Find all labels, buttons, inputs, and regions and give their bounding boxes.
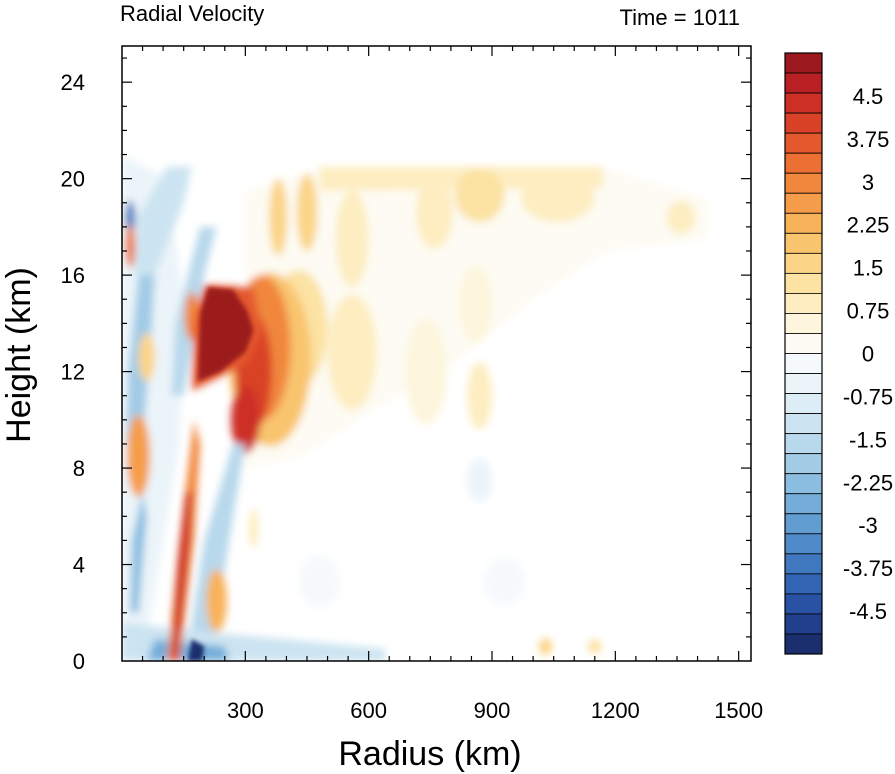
upper-outflow-streak-a (415, 176, 453, 249)
colorbar-labels: 4.5 3.75 3 2.25 1.5 0.75 0 -0.75 -1.5 -2.25 -3 -3.7… (843, 84, 893, 624)
mid-outflow-e (459, 265, 492, 343)
colorbar-box (784, 473, 823, 495)
colorbar-label: 0 (862, 342, 874, 367)
colorbar-box (784, 132, 823, 154)
x-tick-label: 1500 (714, 698, 763, 723)
weak-inflow-c (467, 458, 492, 502)
colorbar-box (784, 52, 823, 74)
colorbar-label: 3.75 (847, 127, 890, 152)
colorbar-box (784, 333, 823, 354)
colorbar-label: 0.75 (847, 299, 890, 324)
eyewall-inflow-tip (187, 639, 205, 661)
colorbar-box (784, 513, 823, 535)
mid-outflow-c (405, 318, 447, 425)
upper-outflow-streak-g (269, 178, 288, 256)
colorbar-label: 1.5 (853, 256, 884, 281)
colorbar-box (784, 573, 823, 595)
axis-ticks (122, 46, 751, 661)
colorbar-label: -1.5 (849, 427, 887, 452)
colorbar-box (784, 413, 823, 435)
colorbar-box (784, 72, 823, 94)
colorbar-box (784, 593, 823, 615)
upper-outflow-streak-b (455, 169, 505, 223)
colorbar-box (784, 212, 823, 234)
inner-inflow-streak-a (187, 443, 246, 649)
low-outflow-g (538, 638, 553, 655)
low-outflow-e (248, 509, 259, 548)
upper-outflow-streak-c (520, 173, 595, 223)
y-tick-labels: 0 4 8 12 16 20 24 (61, 70, 85, 674)
colorbar-box (784, 633, 823, 655)
colorbar-label: 3 (862, 170, 874, 195)
strong-outflow-core (198, 287, 254, 382)
colorbar-box (784, 172, 823, 194)
colorbar-box (784, 353, 823, 374)
low-outflow-a (126, 415, 150, 497)
mid-outflow-d (467, 361, 492, 430)
y-tick-label: 24 (61, 70, 85, 95)
colorbar-box (784, 252, 823, 274)
colorbar-box (784, 112, 823, 134)
colorbar-label: -4.5 (849, 599, 887, 624)
colorbar-box (784, 453, 823, 475)
colorbar-label: -3 (858, 513, 878, 538)
y-axis-label: Height (km) (0, 267, 38, 443)
colorbar-box (784, 373, 823, 394)
low-outflow-f (206, 569, 227, 633)
y-tick-label: 0 (73, 649, 85, 674)
y-tick-label: 12 (61, 360, 85, 385)
colorbar-box (784, 192, 823, 214)
y-tick-label: 20 (61, 167, 85, 192)
colorbar-box (784, 92, 823, 114)
time-label: Time = 1011 (620, 5, 740, 30)
x-tick-label: 300 (227, 698, 264, 723)
upper-outflow-streak-d (666, 200, 696, 235)
left-title: Radial Velocity (120, 1, 264, 26)
colorbar-box (784, 313, 823, 334)
x-axis-label: Radius (km) (338, 735, 521, 773)
weak-inflow-a (298, 554, 340, 608)
colorbar-label: -0.75 (843, 384, 893, 409)
colorbar-box (784, 553, 823, 575)
colorbar-box (784, 393, 823, 415)
weak-inflow-b (483, 557, 525, 606)
low-outflow-d (125, 224, 136, 268)
colorbar (784, 52, 823, 655)
colorbar-box (784, 533, 823, 555)
upper-outflow-streak-e (335, 190, 369, 288)
colorbar-label: 2.25 (847, 213, 890, 238)
low-outflow-h (588, 639, 602, 654)
colorbar-label: -3.75 (843, 556, 893, 581)
inner-inflow-streak-e (130, 492, 147, 613)
colorbar-label: 4.5 (853, 84, 884, 109)
x-tick-labels: 300 600 900 1200 1500 (227, 698, 763, 723)
colorbar-box (784, 493, 823, 515)
plot-area (121, 45, 752, 662)
colorbar-box (784, 613, 823, 635)
y-tick-label: 16 (61, 263, 85, 288)
y-tick-label: 8 (73, 456, 85, 481)
colorbar-frame (784, 52, 823, 655)
x-tick-label: 900 (474, 698, 511, 723)
colorbar-box (784, 232, 823, 254)
colorbar-box (784, 433, 823, 455)
boundary-inflow-core (146, 639, 229, 661)
y-tick-label: 4 (73, 553, 85, 578)
upper-outflow-streak-f (296, 173, 318, 251)
x-tick-label: 1200 (591, 698, 640, 723)
colorbar-box (784, 272, 823, 294)
low-outflow-b (138, 333, 155, 382)
inner-inflow-streak-c (134, 166, 192, 276)
colorbar-box (784, 292, 823, 314)
colorbar-box (784, 152, 823, 174)
mid-outflow-b (327, 294, 377, 411)
colorbar-label: -2.25 (843, 470, 893, 495)
eyewall-jet-core (171, 492, 192, 661)
outflow-layer-low (230, 386, 260, 454)
plot-frame (121, 45, 752, 662)
velocity-field (122, 154, 706, 661)
x-tick-label: 600 (350, 698, 387, 723)
